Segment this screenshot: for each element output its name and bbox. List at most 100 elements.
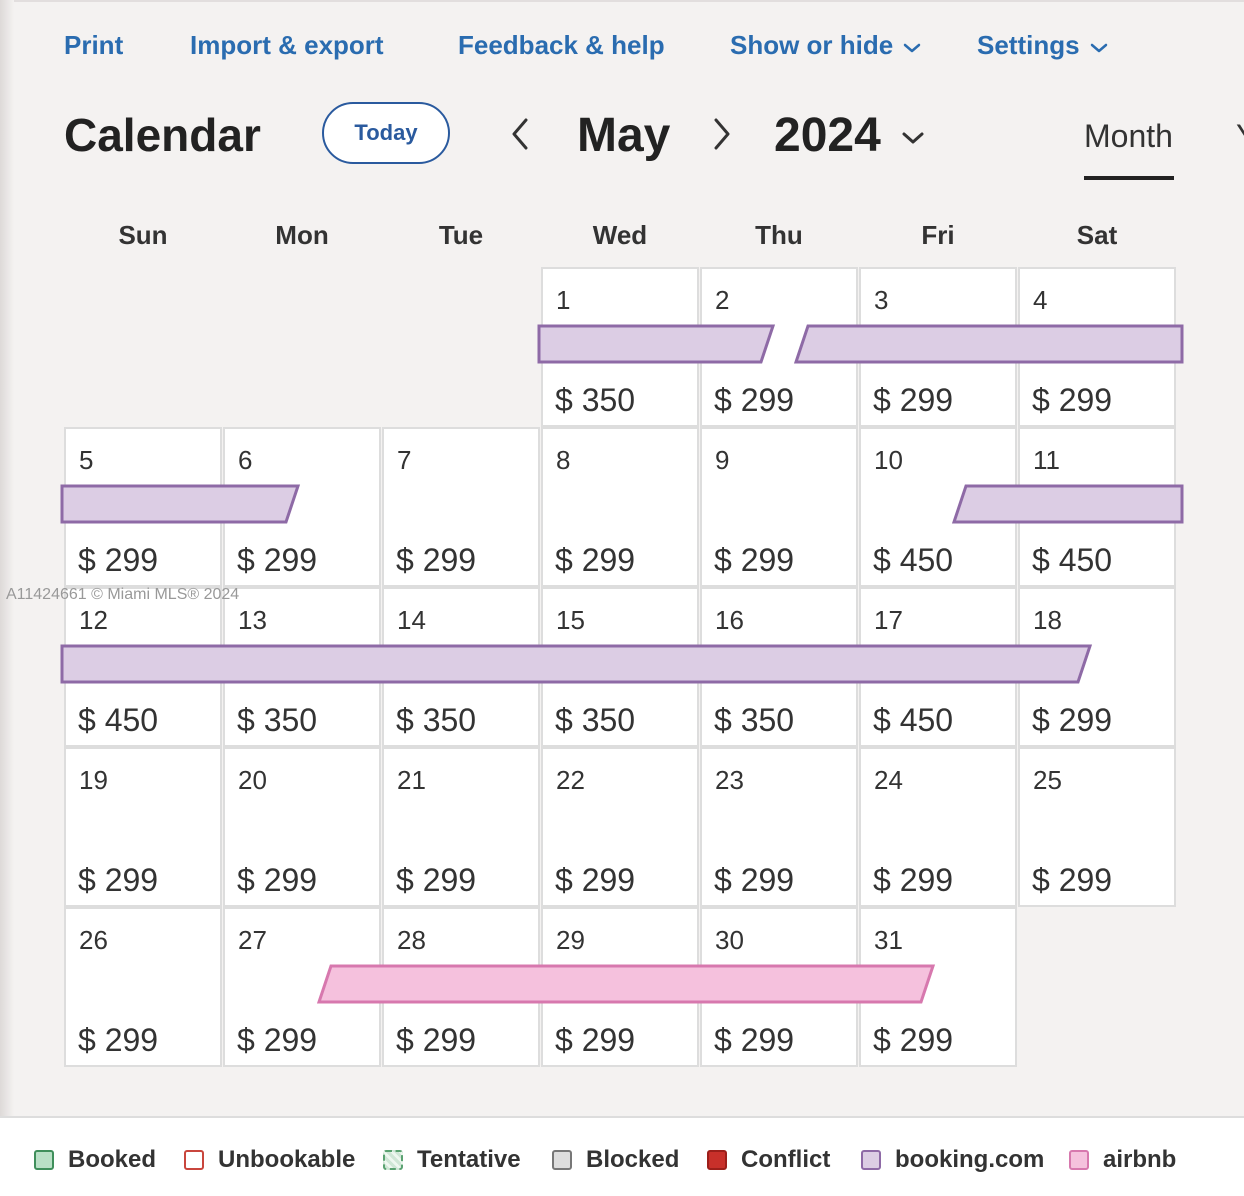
weekday-sat: Sat: [1076, 220, 1118, 250]
nightly-price: $ 450: [873, 702, 954, 738]
day-number: 2: [715, 285, 730, 315]
tab-month-active-indicator: [1084, 176, 1174, 180]
calendar-day-cell[interactable]: 25 $ 299: [1018, 747, 1176, 907]
calendar-day-cell[interactable]: 26 $ 299: [64, 907, 222, 1067]
conflict-swatch-icon: [707, 1150, 727, 1170]
day-number: 10: [874, 445, 903, 475]
chevron-down-icon: [903, 43, 921, 52]
calendar-day-cell[interactable]: 22 $ 299: [541, 747, 699, 907]
show-hide-label: Show or hide: [730, 30, 894, 60]
day-number: 31: [874, 925, 903, 955]
calendar-day-cell[interactable]: 20 $ 299: [223, 747, 381, 907]
nightly-price: $ 299: [714, 862, 795, 898]
nightly-price: $ 350: [555, 702, 636, 738]
nightly-price: $ 450: [1032, 542, 1113, 578]
previous-month-arrow-icon[interactable]: [506, 114, 536, 154]
legend-unbookable: Unbookable: [184, 1146, 355, 1174]
legend-blocked: Blocked: [552, 1146, 679, 1174]
tab-year-partial[interactable]: Y: [1236, 118, 1244, 155]
day-number: 1: [556, 285, 571, 315]
year-select[interactable]: 2024: [774, 108, 925, 163]
nightly-price: $ 299: [1032, 862, 1113, 898]
today-button[interactable]: Today: [322, 102, 450, 164]
legend-booked: Booked: [34, 1146, 156, 1174]
import-export-label: Import & export: [190, 30, 384, 60]
year-label: 2024: [774, 109, 881, 162]
nightly-price: $ 299: [237, 862, 318, 898]
booking-bar-booking-com[interactable]: [60, 484, 302, 524]
nightly-price: $ 299: [873, 382, 954, 418]
day-number: 14: [397, 605, 426, 635]
day-number: 21: [397, 765, 426, 795]
calendar-day-cell[interactable]: 19 $ 299: [64, 747, 222, 907]
nightly-price: $ 450: [873, 542, 954, 578]
day-number: 3: [874, 285, 889, 315]
day-number: 6: [238, 445, 253, 475]
chevron-down-icon: [1090, 43, 1107, 52]
left-edge-shadow: [0, 0, 14, 1194]
nightly-price: $ 299: [237, 1022, 318, 1058]
print-link[interactable]: Print: [64, 30, 123, 61]
nightly-price: $ 350: [396, 702, 477, 738]
day-number: 15: [556, 605, 585, 635]
legend: Booked Unbookable Tentative Blocked Conf…: [0, 1116, 1244, 1196]
nightly-price: $ 350: [237, 702, 318, 738]
calendar-day-cell[interactable]: 24 $ 299: [859, 747, 1017, 907]
mls-watermark: A11424661 © Miami MLS® 2024: [6, 586, 240, 603]
legend-label: Booked: [68, 1146, 157, 1173]
weekday-mon: Mon: [275, 220, 329, 250]
show-hide-menu[interactable]: Show or hide: [730, 30, 921, 61]
feedback-help-link[interactable]: Feedback & help: [458, 30, 665, 61]
legend-label: Blocked: [586, 1146, 680, 1173]
legend-label: Unbookable: [218, 1146, 356, 1173]
day-number: 29: [556, 925, 585, 955]
booking-bar-booking-com[interactable]: [792, 324, 1184, 364]
nightly-price: $ 299: [714, 1022, 795, 1058]
day-number: 7: [397, 445, 412, 475]
tab-month[interactable]: Month: [1084, 118, 1173, 154]
month-label: May: [577, 109, 671, 162]
booked-swatch-icon: [34, 1150, 54, 1170]
weekday-wed: Wed: [592, 220, 648, 250]
weekday-tue: Tue: [438, 220, 484, 250]
day-number: 9: [715, 445, 730, 475]
day-number: 12: [79, 605, 108, 635]
legend-label: airbnb: [1103, 1146, 1177, 1173]
settings-menu[interactable]: Settings: [977, 30, 1108, 61]
calendar-day-cell[interactable]: 7 $ 299: [382, 427, 540, 587]
airbnb-swatch-icon: [1069, 1150, 1089, 1170]
nightly-price: $ 299: [237, 542, 318, 578]
print-label: Print: [64, 30, 124, 60]
calendar-day-cell[interactable]: 8 $ 299: [541, 427, 699, 587]
blocked-swatch-icon: [552, 1150, 572, 1170]
legend-booking-com: booking.com: [861, 1146, 1044, 1174]
next-month-arrow-icon[interactable]: [706, 114, 736, 154]
tentative-swatch-icon: [383, 1150, 403, 1170]
booking-bar-booking-com[interactable]: [60, 644, 1094, 684]
import-export-link[interactable]: Import & export: [190, 30, 384, 61]
day-number: 30: [715, 925, 744, 955]
day-number: 23: [715, 765, 744, 795]
top-border: [0, 0, 1244, 2]
chevron-down-icon: [902, 132, 924, 143]
day-number: 16: [715, 605, 744, 635]
legend-airbnb: airbnb: [1069, 1146, 1176, 1174]
page-title: Calendar: [64, 109, 261, 161]
nightly-price: $ 299: [555, 542, 636, 578]
nightly-price: $ 299: [714, 542, 795, 578]
day-number: 19: [79, 765, 108, 795]
day-number: 24: [874, 765, 903, 795]
day-number: 11: [1033, 445, 1060, 475]
calendar-day-cell[interactable]: 9 $ 299: [700, 427, 858, 587]
calendar-day-cell[interactable]: 21 $ 299: [382, 747, 540, 907]
nightly-price: $ 299: [873, 1022, 954, 1058]
calendar-day-cell[interactable]: 23 $ 299: [700, 747, 858, 907]
booking-bar-booking-com[interactable]: [537, 324, 777, 364]
booking-bar-airbnb[interactable]: [316, 964, 937, 1004]
nightly-price: $ 299: [1032, 702, 1113, 738]
day-number: 28: [397, 925, 426, 955]
nightly-price: $ 299: [873, 862, 954, 898]
weekday-thu: Thu: [755, 220, 803, 250]
weekday-sun: Sun: [118, 220, 168, 250]
booking-bar-booking-com[interactable]: [951, 484, 1184, 524]
